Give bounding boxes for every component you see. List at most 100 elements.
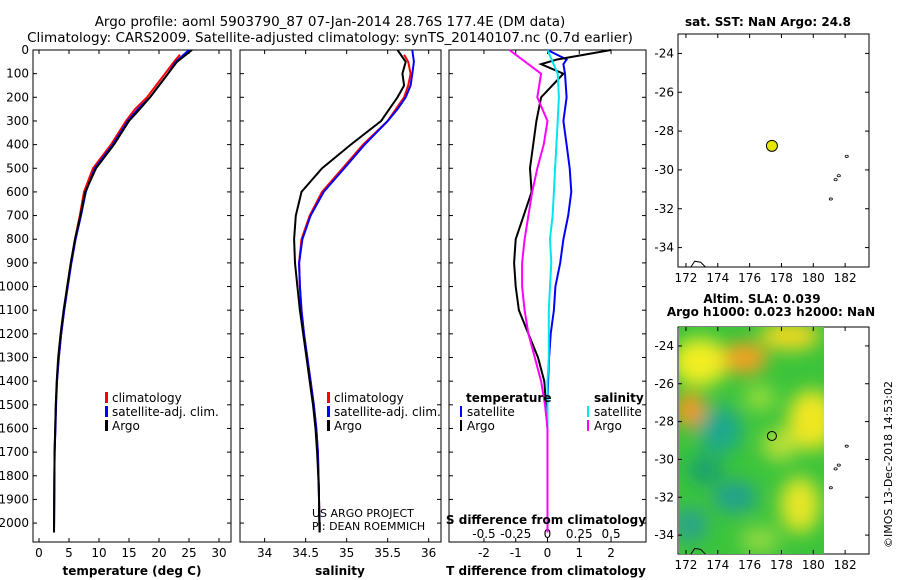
x-tick-label: 30 bbox=[211, 546, 226, 560]
x-tick-label: 36 bbox=[421, 546, 436, 560]
legend-swatch-t-satellite bbox=[460, 406, 462, 417]
y-tick-label: -34 bbox=[654, 241, 674, 255]
x-tick-label: 174 bbox=[706, 271, 729, 285]
legend-swatch-s-satellite bbox=[587, 406, 589, 417]
x-tick-label: 182 bbox=[834, 271, 857, 285]
legend-label-s-satellite: satellite bbox=[594, 405, 642, 419]
x-tick-label: 10 bbox=[91, 546, 106, 560]
legend-swatch-s-argo bbox=[587, 420, 589, 431]
y-tick-label: 700 bbox=[6, 209, 29, 223]
y-tick-label: -26 bbox=[654, 377, 674, 391]
y-tick-label: 1500 bbox=[0, 398, 29, 412]
x-tick-label: 20 bbox=[151, 546, 166, 560]
sla-patch bbox=[679, 392, 706, 428]
y-tick-label: -26 bbox=[654, 85, 674, 99]
island-marker bbox=[836, 174, 841, 178]
island-marker bbox=[833, 178, 838, 182]
y-tick-label: 400 bbox=[6, 138, 29, 152]
legend-swatch-argo bbox=[105, 420, 108, 431]
y-tick-label: -32 bbox=[654, 490, 674, 504]
y-tick-label: 600 bbox=[6, 185, 29, 199]
credit-line1: US ARGO PROJECT bbox=[312, 507, 414, 520]
legend-label-argo: Argo bbox=[112, 419, 140, 433]
x-tick-label: -1 bbox=[510, 546, 522, 560]
y-tick-label: 2000 bbox=[0, 516, 29, 530]
difference-xlabel: T difference from climatology bbox=[446, 564, 646, 578]
legend-label-s-argo: Argo bbox=[594, 419, 622, 433]
difference-panel: -2 -1 0 1 2 -0.5 -0.25 0 0.25 0.5 T difference f… bbox=[446, 49, 647, 578]
salinity-xlabel: salinity bbox=[315, 564, 365, 578]
legend-label-climatology: climatology bbox=[112, 391, 182, 405]
series-line-s-argo bbox=[508, 49, 549, 533]
credit-line2: PI: DEAN ROEMMICH bbox=[312, 520, 425, 533]
coastline bbox=[690, 260, 707, 268]
x-tick-label: 176 bbox=[738, 558, 761, 572]
sla-patch bbox=[762, 429, 798, 461]
sla-patch bbox=[698, 406, 742, 454]
y-tick-label: 900 bbox=[6, 256, 29, 270]
x-tick-label: 178 bbox=[770, 271, 793, 285]
float-position-marker bbox=[765, 139, 778, 152]
y-tick-label: 0 bbox=[21, 43, 29, 57]
salinity-x-tick-label: -0.25 bbox=[500, 527, 531, 541]
x-tick-label: 182 bbox=[834, 558, 857, 572]
x-tick-label: 0 bbox=[544, 546, 552, 560]
x-tick-label: 0 bbox=[35, 546, 43, 560]
sla-heatmap bbox=[679, 327, 824, 554]
temperature-legend: climatology satellite-adj. clim. Argo bbox=[105, 391, 219, 433]
y-tick-label: 800 bbox=[6, 232, 29, 246]
y-tick-label: -32 bbox=[654, 202, 674, 216]
legend-swatch-climatology bbox=[105, 392, 108, 403]
y-tick-label: 1700 bbox=[0, 445, 29, 459]
x-tick-label: 5 bbox=[65, 546, 73, 560]
sla-map-title: Altim. SLA: 0.039 bbox=[703, 292, 820, 306]
series-line-s-satellite bbox=[546, 49, 560, 533]
sla-patch bbox=[679, 338, 728, 386]
temperature-xlabel: temperature (deg C) bbox=[63, 564, 202, 578]
series-line-argo bbox=[53, 49, 193, 533]
x-tick-label: 34 bbox=[257, 546, 272, 560]
x-tick-label: 34.5 bbox=[292, 546, 319, 560]
x-tick-label: 178 bbox=[770, 558, 793, 572]
salinity-x-tick-label: -0.5 bbox=[472, 527, 495, 541]
figure-title-line2: Climatology: CARS2009. Satellite-adjuste… bbox=[27, 30, 633, 46]
legend-title-temperature: temperature bbox=[466, 391, 551, 405]
y-tick-label: 200 bbox=[6, 90, 29, 104]
legend-label-argo: Argo bbox=[334, 419, 362, 433]
sla-patch bbox=[780, 477, 820, 533]
y-tick-label: -24 bbox=[654, 339, 674, 353]
salinity-difference-xlabel: S difference from climatology bbox=[446, 513, 646, 527]
y-tick-label: 1300 bbox=[0, 351, 29, 365]
island-marker bbox=[828, 197, 833, 201]
timestamp-stamp: ©IMOS 13-Dec-2018 14:53:02 bbox=[882, 381, 895, 548]
sla-map-subtitle: Argo h1000: 0.023 h2000: NaN bbox=[667, 305, 875, 319]
x-tick-label: 174 bbox=[706, 558, 729, 572]
x-tick-label: 35 bbox=[339, 546, 354, 560]
sla-patch bbox=[740, 526, 780, 554]
coastline bbox=[690, 547, 707, 555]
figure-title-line1: Argo profile: aoml 5903790_87 07-Jan-201… bbox=[95, 14, 566, 30]
series-line-t-argo bbox=[513, 49, 612, 533]
sla-patch bbox=[744, 386, 776, 410]
island-marker bbox=[833, 467, 838, 471]
salinity-x-tick-label: 0 bbox=[544, 527, 552, 541]
y-tick-label: 1400 bbox=[0, 374, 29, 388]
y-tick-label: -30 bbox=[654, 452, 674, 466]
salinity-plot-frame bbox=[239, 49, 442, 543]
y-tick-label: 1800 bbox=[0, 469, 29, 483]
sst-map-panel: sat. SST: NaN Argo: 24.8 172 174 176 178 180… bbox=[654, 15, 870, 285]
temperature-panel: 0100200300400500600700800900100011001200… bbox=[0, 43, 232, 578]
legend-label-satellite: satellite-adj. clim. bbox=[334, 405, 441, 419]
y-tick-label: 1000 bbox=[0, 280, 29, 294]
sla-map-panel: Altim. SLA: 0.039 Argo h1000: 0.023 h200… bbox=[654, 292, 875, 572]
x-tick-label: 172 bbox=[675, 558, 698, 572]
y-tick-label: 300 bbox=[6, 114, 29, 128]
series-line-satellite-adj-clim- bbox=[53, 49, 190, 533]
y-tick-label: 1600 bbox=[0, 421, 29, 435]
x-tick-label: 2 bbox=[607, 546, 615, 560]
y-tick-label: 500 bbox=[6, 161, 29, 175]
difference-legend: temperature satellite Argo salinity sate… bbox=[460, 391, 644, 433]
legend-label-satellite: satellite-adj. clim. bbox=[112, 405, 219, 419]
salinity-panel: 34 34.5 35 35.5 36 salinity climatology sate… bbox=[239, 49, 442, 578]
